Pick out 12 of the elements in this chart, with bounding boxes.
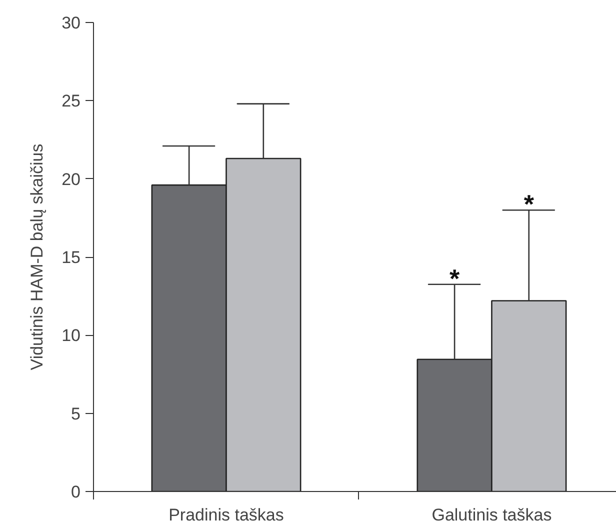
y-tick-label: 0: [71, 482, 81, 502]
data-label: *: [449, 263, 460, 294]
data-label: *: [524, 189, 535, 220]
x-tick-label: Pradinis taškas: [168, 506, 284, 524]
y-axis-title: Vidutinis HAM-D balų skaičius: [28, 144, 47, 370]
y-tick-label: 5: [71, 404, 81, 424]
y-tick-label: 10: [62, 326, 81, 346]
x-tick-label: Galutinis taškas: [432, 506, 552, 524]
y-tick-label: 20: [62, 170, 81, 189]
y-tick-label: 25: [62, 92, 81, 111]
y-tick-label: 15: [62, 248, 81, 267]
y-tick-label: 30: [62, 14, 81, 32]
